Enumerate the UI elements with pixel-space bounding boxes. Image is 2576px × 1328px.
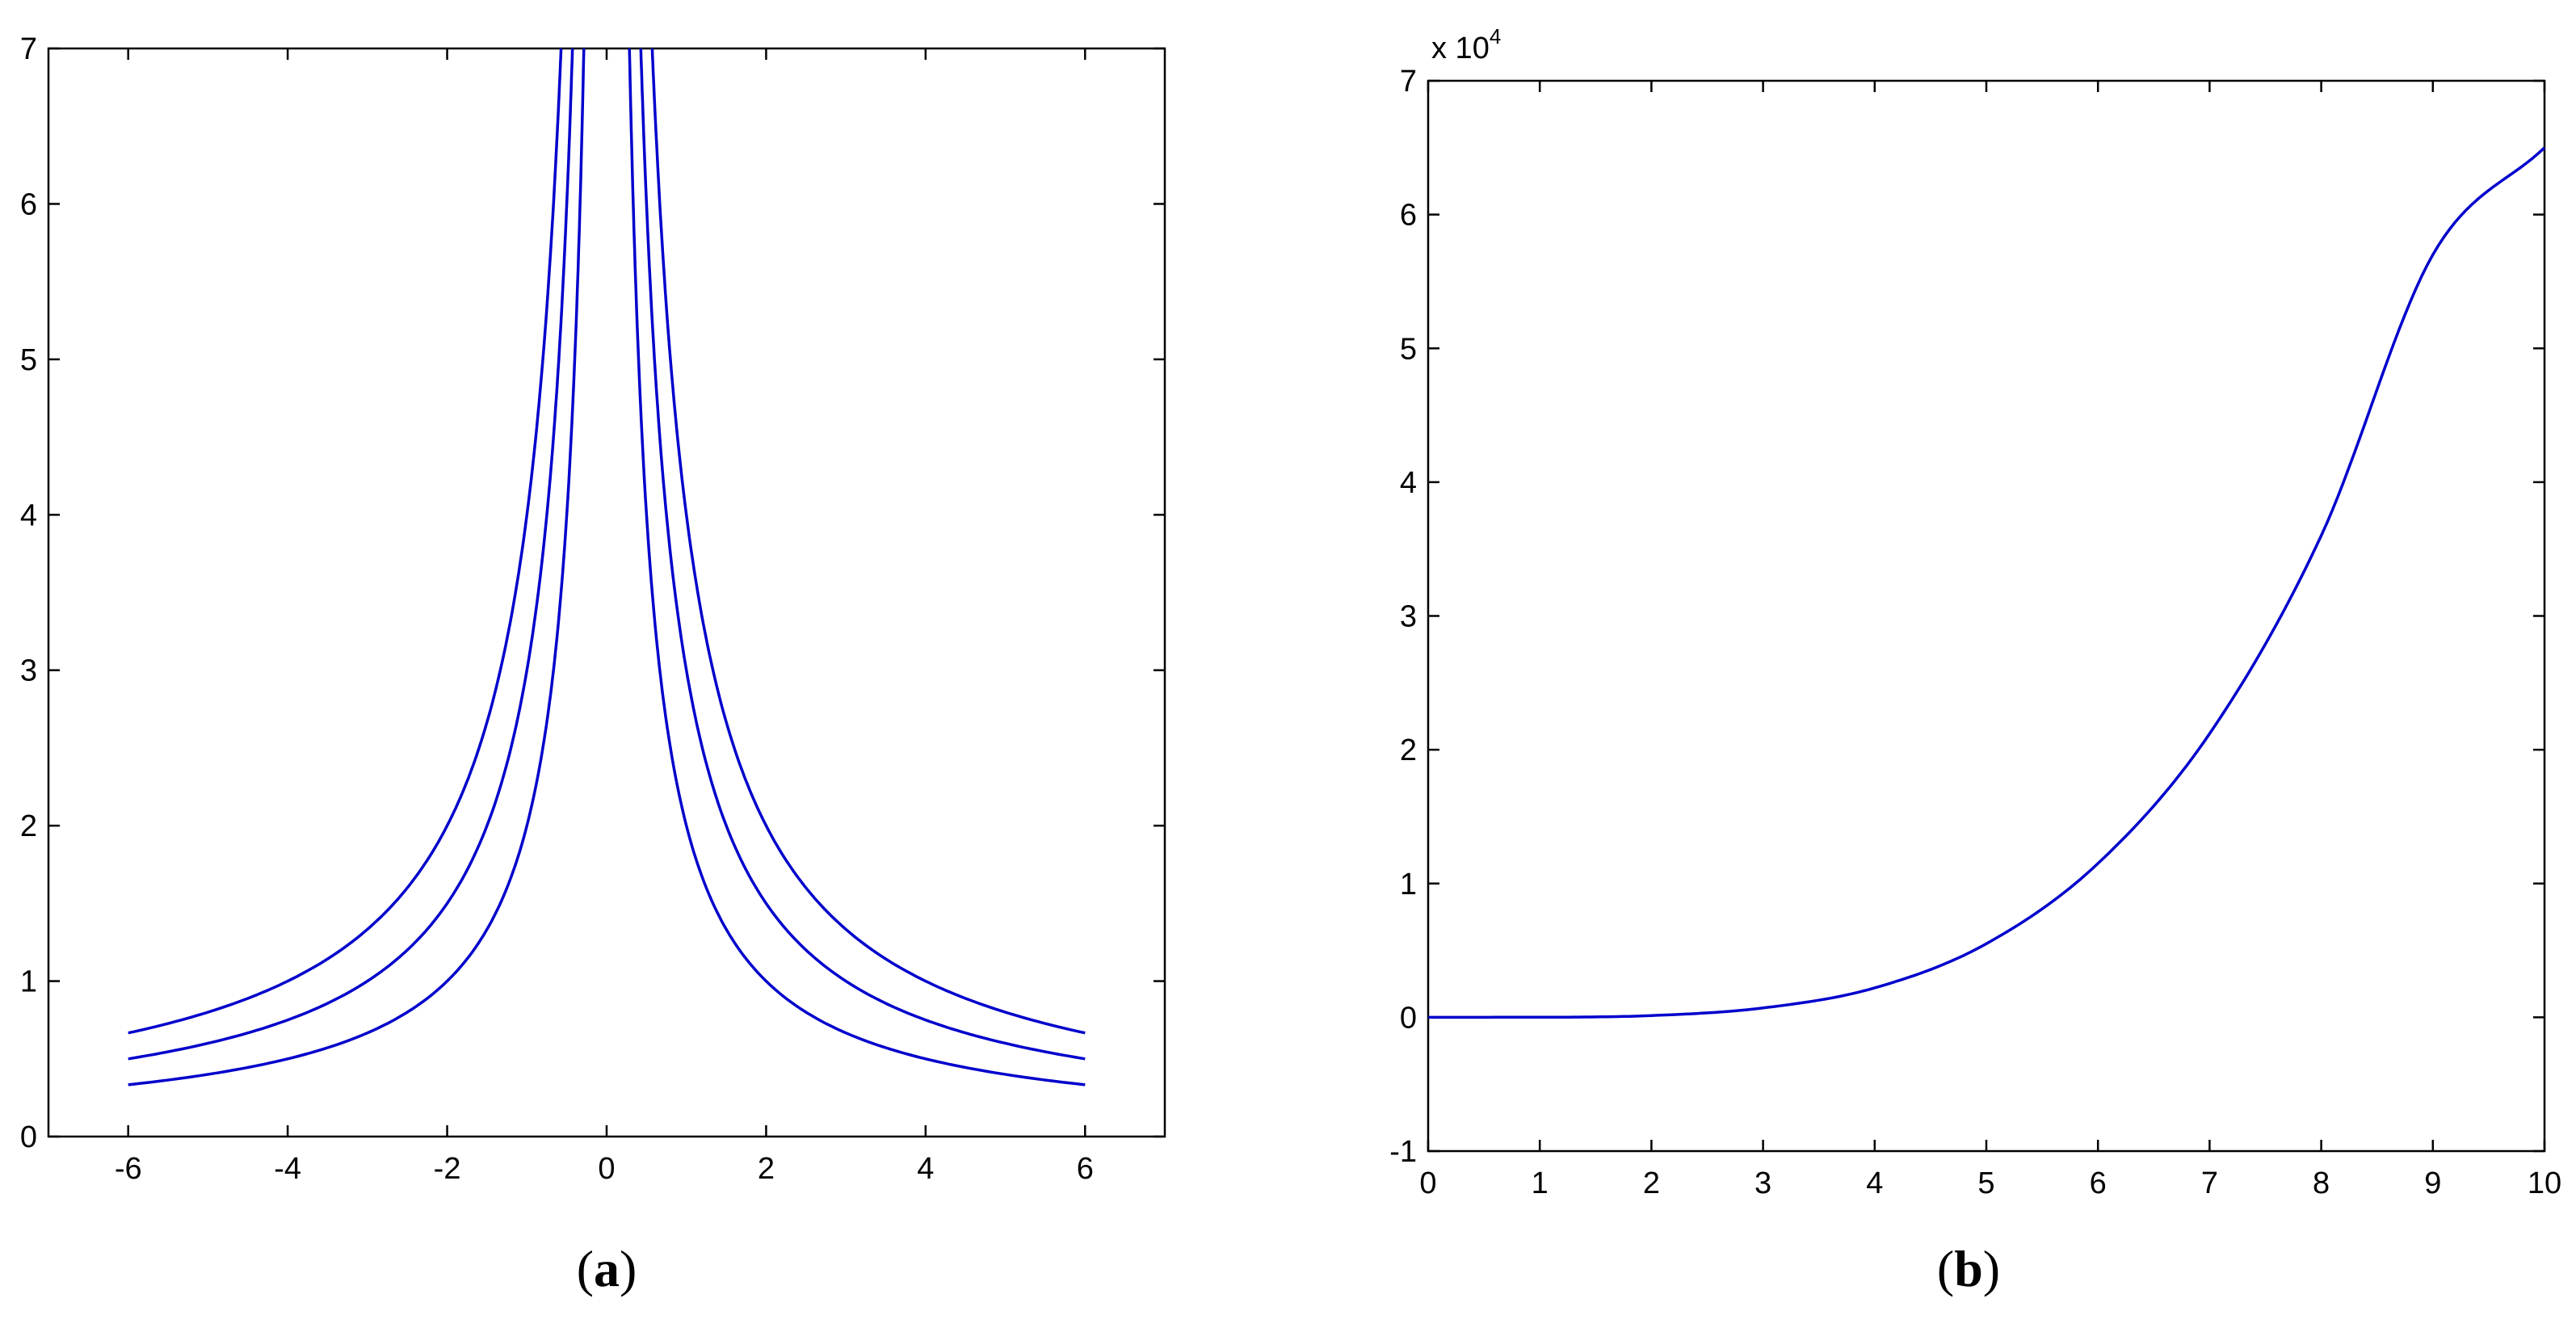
y-tick-label: 2 [20,809,37,843]
curve-series-1-left [128,47,563,1035]
y-tick-label: 1 [20,965,37,999]
y-tick-label: 0 [1400,1001,1417,1035]
y-tick-label: 4 [20,498,37,532]
curve-series-1-right [650,47,1086,1035]
curve-series-1 [1428,146,2546,1019]
y-tick-label: 7 [20,32,37,66]
x-tick-label: 1 [1532,1166,1549,1200]
y-tick-label: 6 [1400,199,1417,233]
y-tick-label: 5 [20,343,37,377]
x-tick-label: 2 [758,1152,775,1186]
panel-a: -6 -4 -2 0 2 4 6 0 1 2 3 4 5 6 7 (a) [20,32,1166,1297]
x-tick-label: 2 [1643,1166,1660,1200]
y-tick-label: 6 [20,187,37,221]
tick-group-a: -6 -4 -2 0 2 4 6 0 1 2 3 4 5 6 7 [20,32,1165,1186]
x-tick-label: 9 [2424,1166,2441,1200]
x-tick-label: 4 [917,1152,934,1186]
series-group-b [1428,146,2546,1019]
y-tick-label: -1 [1389,1135,1417,1169]
y-tick-label: 7 [1400,65,1417,99]
x-tick-label: 3 [1754,1166,1771,1200]
x-tick-label: 4 [1866,1166,1883,1200]
y-tick-label: 0 [20,1120,37,1154]
curve-series-3-right [628,48,1086,1086]
x-tick-label: 8 [2313,1166,2330,1200]
x-tick-label: -6 [115,1152,142,1186]
y-tick-label: 4 [1400,466,1417,500]
curve-series-2-right [639,47,1086,1061]
y-tick-label: 3 [1400,600,1417,634]
curve-series-3-left [128,48,586,1086]
x-tick-label: -2 [434,1152,461,1186]
x-tick-label: 5 [1977,1166,1994,1200]
plot-frame-b [1427,79,2546,1153]
panel-caption-a: (a) [577,1240,637,1297]
y-tick-label: 3 [20,654,37,688]
x-tick-label: 0 [1419,1166,1436,1200]
x-tick-label: 7 [2201,1166,2218,1200]
curve-series-2-left [128,47,574,1061]
y-tick-label: 5 [1400,332,1417,366]
y-multiplier-label: x 104 [1431,24,1501,65]
x-tick-label: -4 [274,1152,301,1186]
series-group-a [128,47,1086,1086]
x-tick-label: 6 [1077,1152,1094,1186]
panel-caption-b: (b) [1937,1240,2000,1297]
x-tick-label: 0 [598,1152,615,1186]
plot-frame-a [47,47,1166,1138]
y-tick-label: 2 [1400,733,1417,767]
y-tick-label: 1 [1400,868,1417,901]
x-tick-label: 6 [2090,1166,2107,1200]
x-tick-label: 10 [2528,1166,2561,1200]
